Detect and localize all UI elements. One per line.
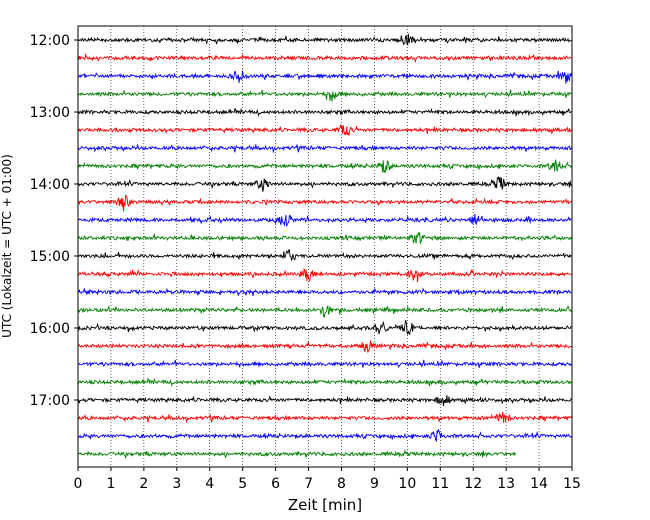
plot-frame — [77, 25, 573, 468]
trace-line — [77, 144, 572, 154]
y-axis: 12:00 13:00 14:00 15:00 16:00 17:00 — [30, 33, 78, 409]
x-tick-label: 14 — [530, 476, 548, 492]
x-tick-label: 6 — [271, 476, 280, 492]
x-tick-label: 4 — [205, 476, 214, 492]
trace-line — [77, 123, 572, 137]
trace-line — [77, 89, 572, 102]
y-tick-label: 17:00 — [30, 393, 70, 409]
y-tick-label: 14:00 — [30, 177, 70, 193]
trace-line — [77, 70, 572, 84]
x-tick-label: 9 — [370, 476, 379, 492]
x-tick-label: 1 — [106, 476, 115, 492]
y-tick-label: 13:00 — [30, 105, 70, 121]
y-axis-label: UTC (Lokalzeit = UTC + 01:00) — [0, 154, 14, 338]
trace-line — [77, 158, 572, 174]
trace-line — [77, 359, 572, 369]
x-axis: 0 1 2 3 4 5 6 7 8 9 10 11 12 13 14 15 — [74, 467, 581, 492]
trace-line — [77, 176, 572, 192]
trace-line — [77, 249, 572, 262]
x-tick-label: 10 — [398, 476, 416, 492]
x-tick-label: 5 — [238, 476, 247, 492]
x-tick-label: 12 — [464, 476, 482, 492]
trace-line — [77, 304, 572, 318]
trace-line — [77, 287, 572, 297]
x-tick-label: 7 — [304, 476, 313, 492]
trace-line — [77, 231, 572, 245]
x-tick-label: 13 — [497, 476, 515, 492]
trace-line — [77, 319, 572, 336]
x-tick-label: 0 — [74, 476, 83, 492]
y-tick-label: 16:00 — [30, 321, 70, 337]
trace-line — [77, 52, 572, 64]
trace-line — [77, 267, 572, 283]
x-tick-label: 3 — [172, 476, 181, 492]
trace-layer — [77, 33, 572, 459]
x-axis-label: Zeit [min] — [288, 496, 362, 514]
y-tick-label: 15:00 — [30, 249, 70, 265]
trace-line — [77, 194, 572, 212]
x-tick-label: 15 — [563, 476, 581, 492]
y-tick-label: 12:00 — [30, 33, 70, 49]
trace-line — [77, 449, 516, 459]
trace-line — [77, 214, 572, 227]
trace-line — [77, 428, 572, 443]
x-tick-label: 11 — [431, 476, 449, 492]
trace-line — [77, 377, 572, 387]
trace-line — [77, 107, 572, 117]
trace-line — [77, 395, 572, 407]
x-tick-label: 2 — [139, 476, 148, 492]
trace-line — [77, 33, 572, 46]
x-tick-label: 8 — [337, 476, 346, 492]
trace-line — [77, 411, 572, 424]
trace-line — [77, 340, 572, 353]
